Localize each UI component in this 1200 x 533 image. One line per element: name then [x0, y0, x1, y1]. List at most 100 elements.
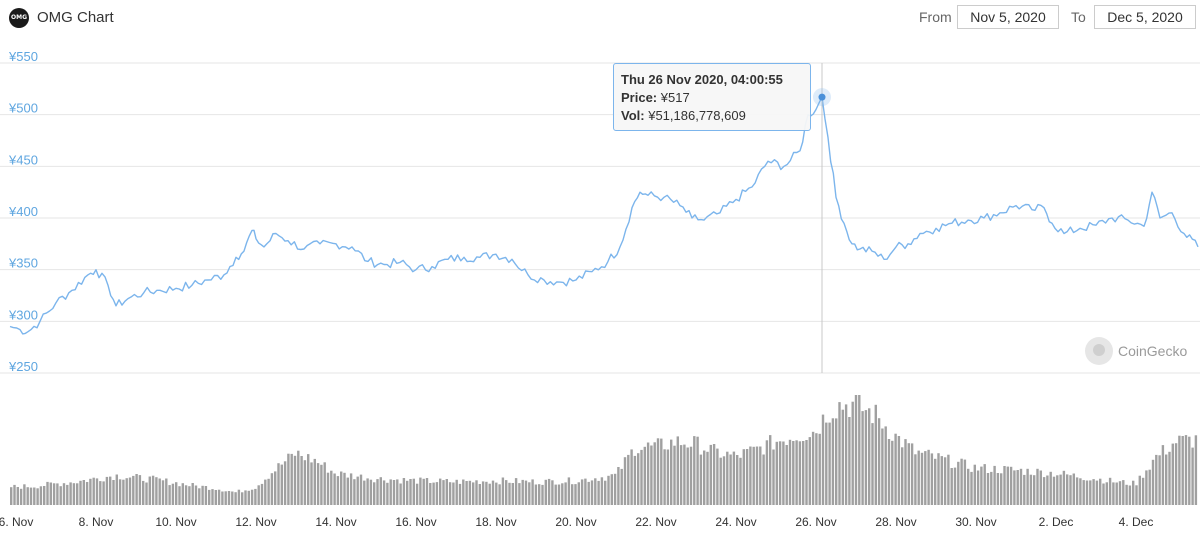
volume-bar [1019, 468, 1023, 505]
volume-bar [841, 409, 844, 505]
volume-bar [524, 480, 528, 505]
volume-bar [1105, 482, 1108, 505]
volume-bar [815, 433, 818, 505]
volume-bar [1141, 477, 1145, 505]
volume-bar [1174, 443, 1178, 505]
volume-bar [280, 464, 283, 505]
volume-bar [184, 485, 188, 505]
volume-bar [109, 476, 112, 505]
volume-bar [135, 474, 138, 505]
volume-bar [580, 479, 584, 505]
volume-bar [590, 480, 594, 505]
volume-bar [19, 488, 23, 505]
volume-bar [907, 443, 910, 505]
volume-bar [498, 484, 501, 505]
tooltip-price-row: Price: ¥517 [621, 89, 803, 107]
volume-bar [1122, 480, 1125, 505]
volume-bar [128, 477, 132, 505]
volume-bar [679, 445, 683, 505]
volume-bar [703, 450, 706, 505]
volume-bar [419, 477, 422, 505]
volume-bar [79, 480, 82, 505]
volume-bar [656, 438, 660, 505]
volume-bar [1023, 474, 1026, 505]
volume-bar [1039, 470, 1042, 505]
volume-bar [260, 483, 264, 505]
volume-bar [726, 451, 729, 505]
hover-point[interactable] [818, 93, 826, 101]
volume-bar [1075, 477, 1079, 505]
volume-bar [43, 486, 46, 505]
volume-bar [1016, 470, 1019, 505]
volume-bar [825, 422, 828, 505]
volume-bar [1049, 471, 1052, 505]
volume-bar [1036, 468, 1039, 505]
volume-bar [270, 473, 274, 505]
volume-bar [132, 475, 135, 505]
y-tick-label: ¥450 [8, 152, 38, 167]
volume-bar [775, 441, 778, 505]
volume-bar [343, 472, 346, 505]
volume-bar [112, 480, 115, 505]
volume-bar [214, 490, 217, 505]
volume-bar [528, 482, 531, 505]
volume-bar [33, 487, 36, 505]
volume-bar [1092, 479, 1095, 505]
volume-bar [623, 457, 627, 505]
volume-bar [95, 478, 99, 505]
volume-bar [808, 437, 811, 505]
volume-bar [1112, 482, 1115, 505]
volume-bar [396, 479, 399, 505]
from-date-input[interactable]: Nov 5, 2020 [957, 5, 1059, 29]
volume-bar [973, 464, 976, 505]
volume-bar [13, 484, 16, 505]
price-line[interactable] [9, 96, 1199, 335]
volume-bar [1165, 454, 1168, 505]
volume-bar [891, 440, 894, 505]
volume-bar [940, 456, 943, 505]
volume-bar [244, 490, 247, 505]
volume-bar [1026, 468, 1029, 505]
x-tick-label: 14. Nov [315, 515, 356, 529]
price-tooltip: Thu 26 Nov 2020, 04:00:55 Price: ¥517 Vo… [613, 63, 811, 131]
volume-bar [1102, 483, 1105, 505]
volume-bar [788, 439, 792, 505]
volume-bar [485, 481, 488, 505]
volume-bar [402, 478, 406, 505]
volume-bar [1013, 470, 1016, 505]
to-date-input[interactable]: Dec 5, 2020 [1094, 5, 1196, 29]
volume-bar [871, 423, 874, 505]
volume-bar [1082, 480, 1085, 505]
volume-bar [646, 442, 650, 505]
volume-bar [1056, 475, 1059, 505]
volume-bar [475, 480, 478, 505]
volume-bar [864, 410, 868, 505]
volume-bar [762, 454, 765, 505]
volume-bar [452, 482, 455, 505]
volume-bar [39, 486, 43, 505]
volume-bar [534, 484, 538, 505]
volume-bar [224, 491, 227, 505]
volume-bar [1095, 480, 1099, 505]
volume-bar [736, 455, 739, 505]
to-label: To [1071, 9, 1086, 25]
volume-bar [1161, 445, 1165, 505]
volume-bar [742, 449, 745, 505]
volume-bar [49, 482, 52, 505]
volume-bar [712, 444, 716, 505]
volume-bar [26, 487, 29, 505]
volume-bar [217, 489, 221, 505]
volume-bar [699, 454, 703, 505]
volume-bar [1158, 455, 1161, 505]
volume-bar [920, 452, 924, 505]
volume-bar [346, 477, 349, 505]
volume-bar [277, 463, 280, 505]
y-tick-label: ¥250 [8, 359, 38, 374]
volume-bar [1135, 485, 1138, 505]
volume-bar [640, 449, 643, 505]
volume-bar [333, 473, 336, 505]
volume-bar [554, 484, 557, 505]
volume-bar [1069, 475, 1072, 505]
volume-bar [719, 457, 722, 505]
